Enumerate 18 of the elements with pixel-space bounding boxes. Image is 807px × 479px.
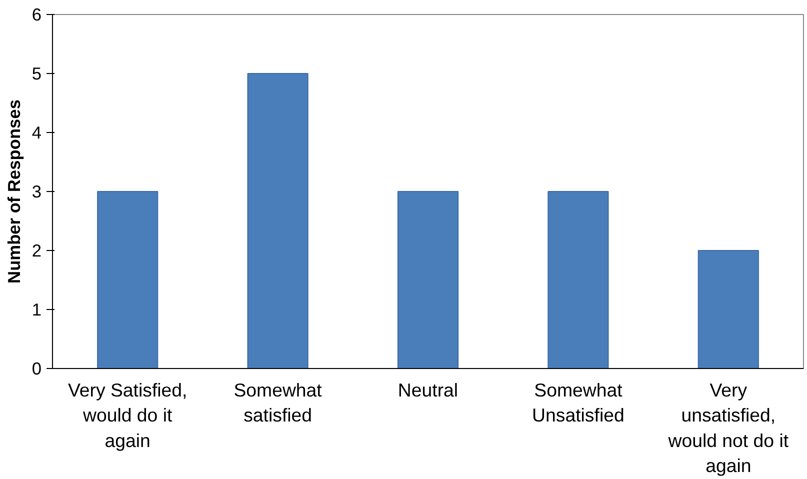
- y-tick-label: 0: [32, 358, 42, 378]
- y-tick-label: 1: [32, 300, 42, 320]
- x-tick-label: Neutral: [398, 380, 458, 400]
- x-tick-label: Very unsatisfied, would not do it again: [667, 380, 790, 476]
- bar: [247, 73, 308, 368]
- y-tick-label: 6: [32, 4, 42, 24]
- x-tick-label: Somewhat Unsatisfied: [532, 380, 624, 426]
- y-tick-label: 5: [32, 64, 42, 84]
- x-tick-label: Very Satisfied, would do it again: [68, 380, 188, 451]
- y-tick-label: 4: [32, 122, 42, 142]
- bar: [97, 191, 158, 368]
- y-axis-title: Number of Responses: [4, 100, 24, 284]
- x-tick-label: Somewhat satisfied: [234, 380, 323, 426]
- bar: [698, 250, 759, 368]
- bar: [548, 191, 609, 368]
- bar: [397, 191, 459, 368]
- y-tick-label: 2: [32, 240, 42, 260]
- y-tick-label: 3: [32, 182, 42, 202]
